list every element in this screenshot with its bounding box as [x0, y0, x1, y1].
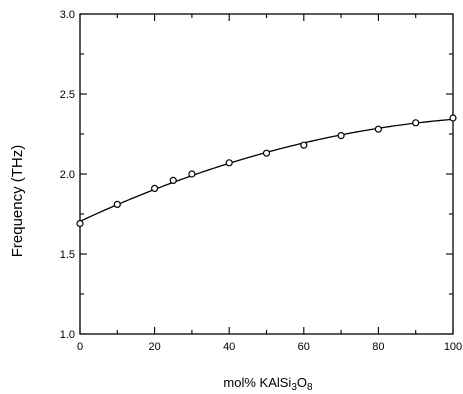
x-axis-title-sub2: 8: [307, 382, 313, 393]
x-tick-label: 60: [298, 341, 310, 353]
plot-frame: [79, 13, 454, 335]
data-point: [76, 220, 84, 228]
y-tick-labels: 1.0 1.5 2.0 2.5 3.0: [60, 9, 75, 341]
data-point: [449, 114, 457, 122]
y-axis-title: Frequency (THz): [9, 145, 26, 258]
data-point: [169, 176, 177, 184]
data-point: [337, 132, 345, 140]
data-point: [113, 200, 121, 208]
data-point: [188, 170, 196, 178]
data-point: [300, 141, 308, 149]
data-point: [412, 119, 420, 127]
data-point: [151, 184, 159, 192]
ticks: [79, 13, 454, 335]
data-points: [76, 114, 457, 228]
x-tick-label: 0: [77, 341, 83, 353]
series-line: [79, 118, 454, 222]
x-axis-title: mol% KAlSi3O8: [223, 375, 313, 393]
x-tick-label: 40: [223, 341, 235, 353]
x-axis-title-mid: O: [297, 375, 307, 390]
x-tick-labels: 0 20 40 60 80 100: [77, 341, 462, 353]
y-tick-label: 1.5: [60, 249, 75, 261]
data-point: [374, 125, 382, 133]
x-tick-label: 20: [148, 341, 160, 353]
y-tick-label: 2.5: [60, 89, 75, 101]
x-tick-label: 100: [444, 341, 462, 353]
data-point: [262, 149, 271, 157]
y-tick-label: 2.0: [60, 169, 75, 181]
data-point: [225, 159, 233, 167]
x-axis-title-prefix: mol% KAlSi: [223, 375, 291, 390]
y-tick-label: 1.0: [60, 329, 75, 341]
x-tick-label: 80: [372, 341, 384, 353]
x-axis-title-sub1: 3: [291, 382, 297, 393]
y-tick-label: 3.0: [60, 9, 75, 21]
